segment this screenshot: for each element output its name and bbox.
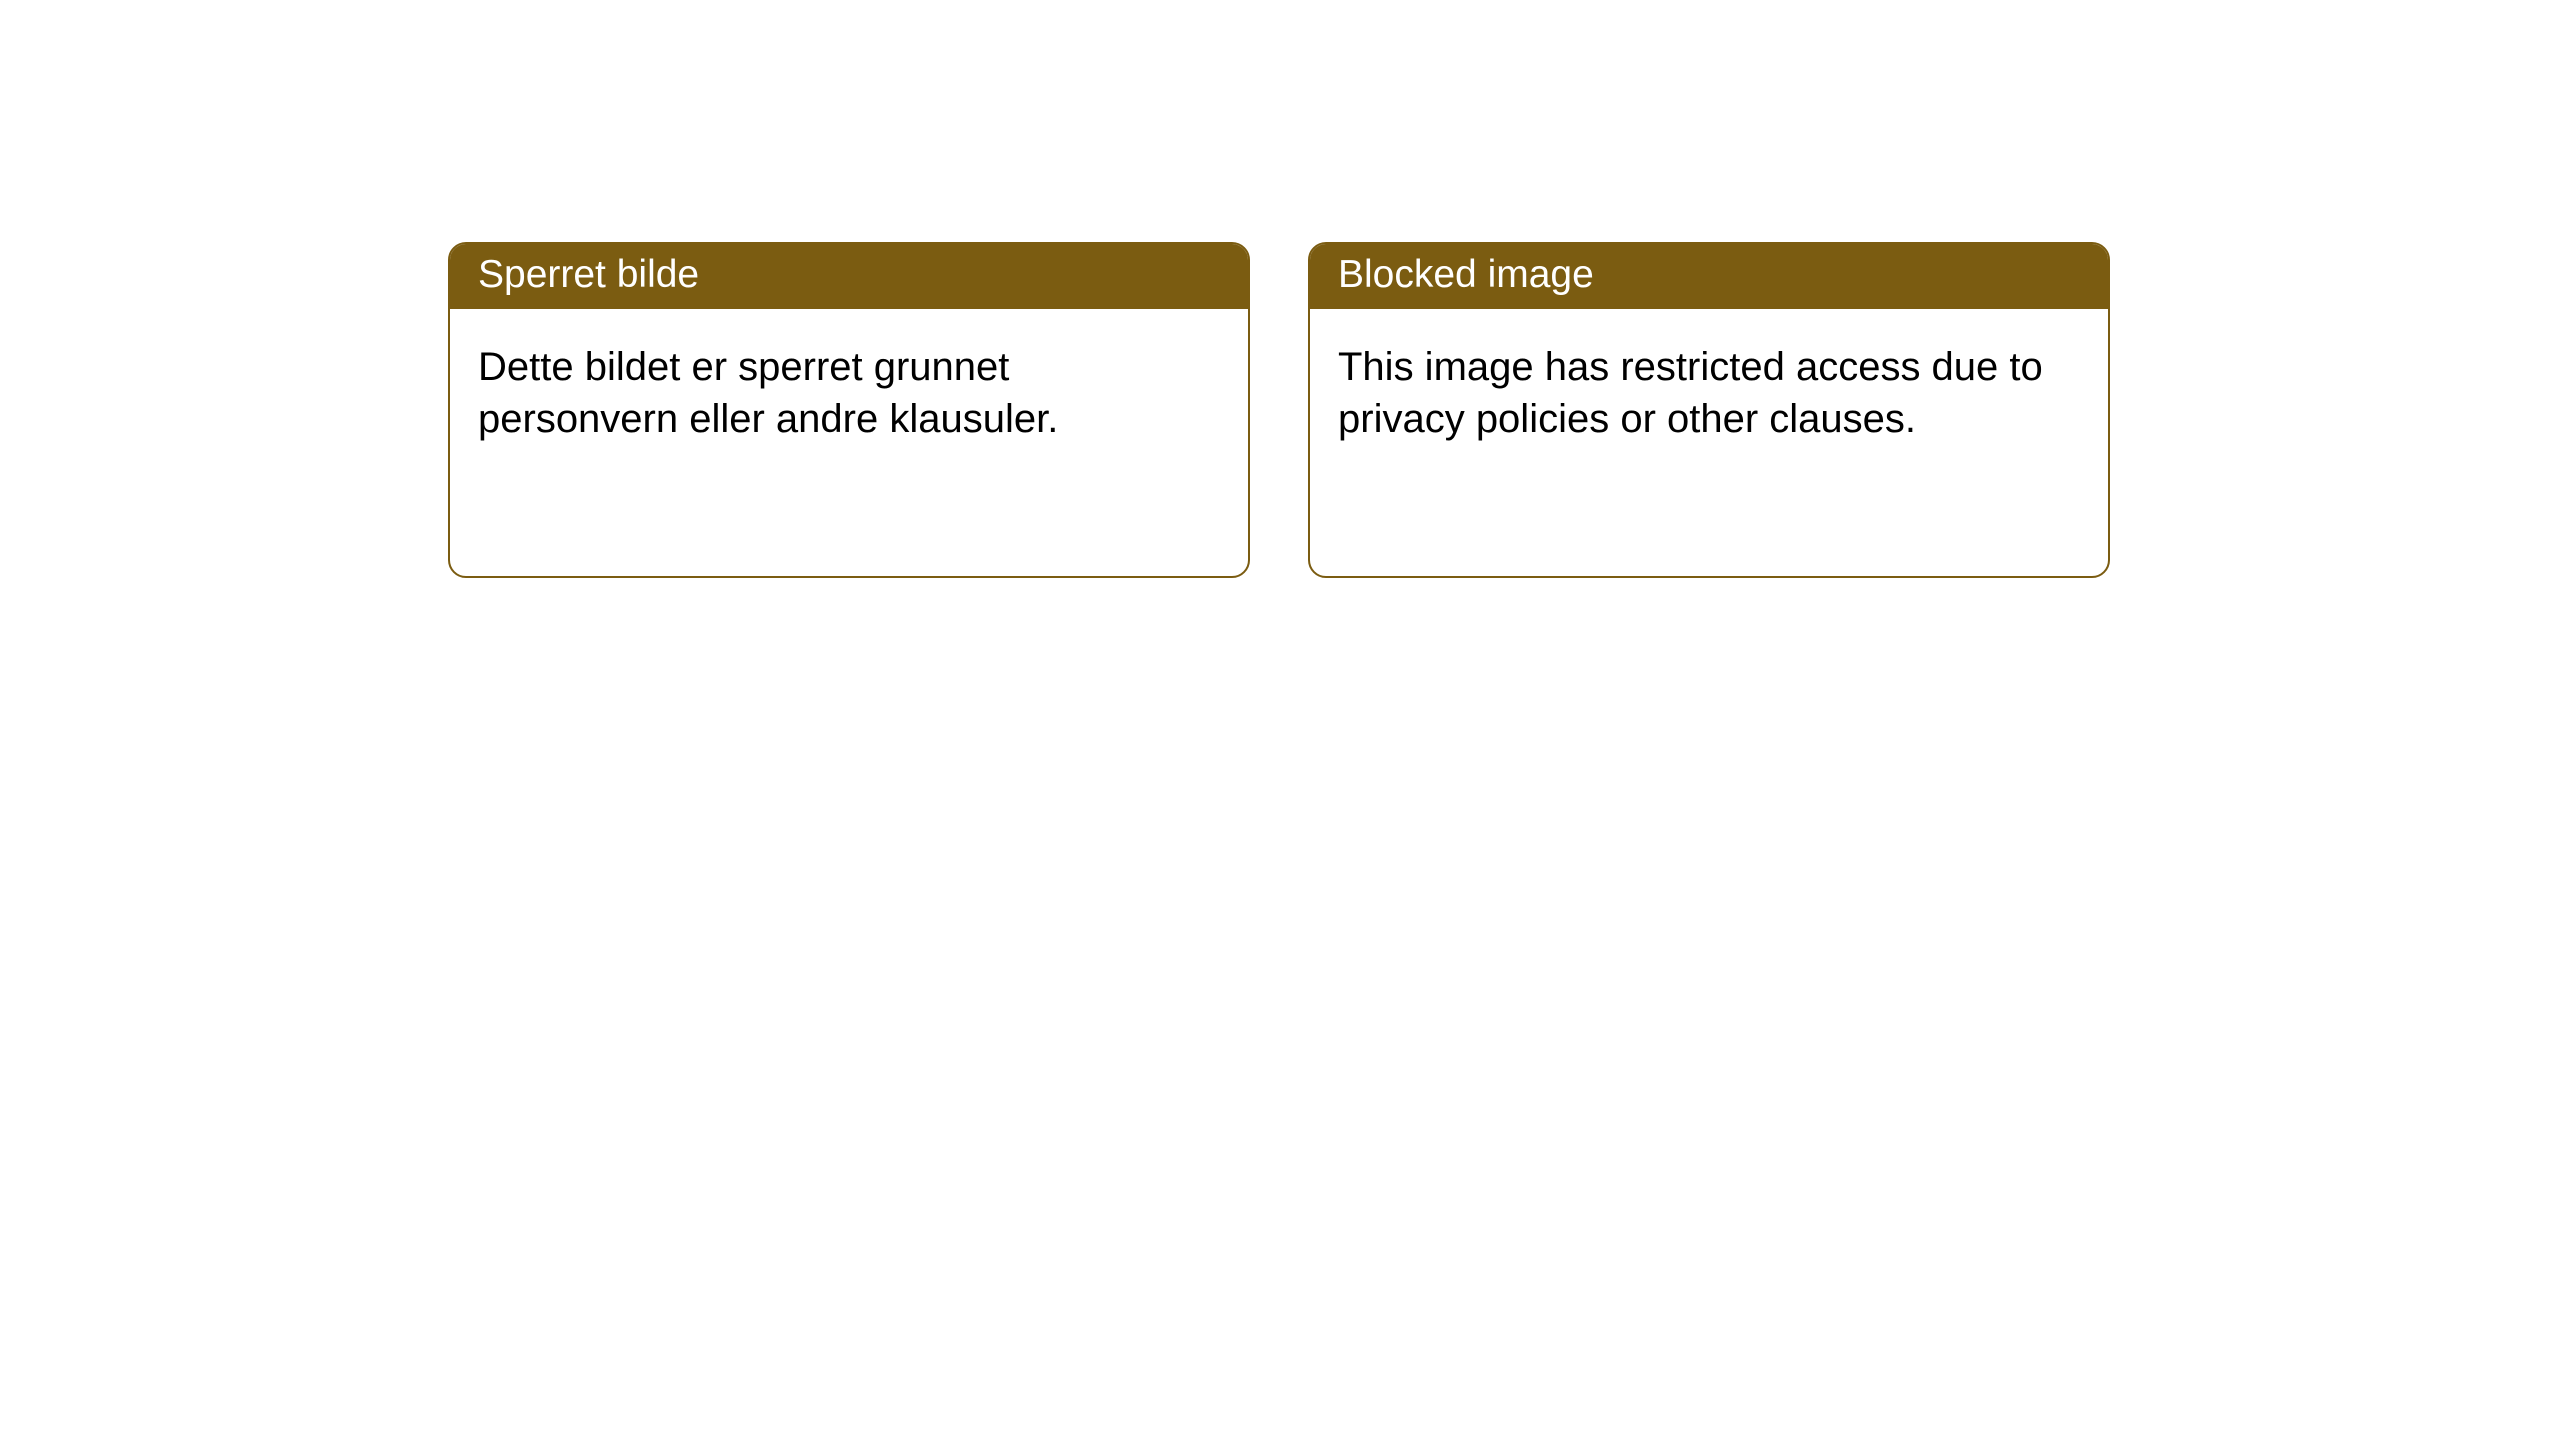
card-title: Sperret bilde	[450, 244, 1248, 309]
card-nb: Sperret bilde Dette bildet er sperret gr…	[448, 242, 1250, 578]
card-row: Sperret bilde Dette bildet er sperret gr…	[0, 0, 2560, 578]
card-title: Blocked image	[1310, 244, 2108, 309]
card-body-text: This image has restricted access due to …	[1310, 309, 2108, 477]
card-en: Blocked image This image has restricted …	[1308, 242, 2110, 578]
card-body-text: Dette bildet er sperret grunnet personve…	[450, 309, 1248, 477]
